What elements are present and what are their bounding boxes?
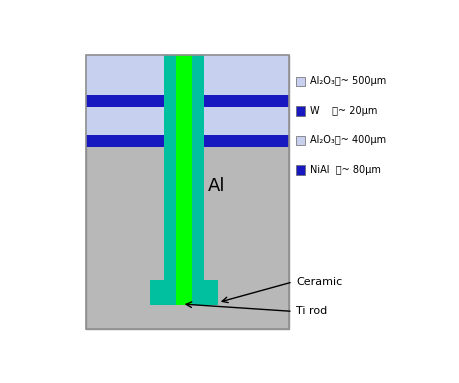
Bar [296, 165, 305, 175]
Bar [296, 106, 305, 116]
Bar [296, 77, 305, 86]
Text: W    ：~ 20μm: W ：~ 20μm [309, 106, 376, 116]
Text: Al₂O₃：~ 500μm: Al₂O₃：~ 500μm [309, 76, 385, 86]
Bar [164, 55, 203, 306]
Bar [296, 136, 305, 145]
Text: Ti rod: Ti rod [296, 306, 327, 316]
Bar [86, 95, 289, 107]
Text: Al: Al [207, 177, 224, 195]
Bar [86, 107, 289, 135]
Bar [86, 55, 289, 329]
Bar [86, 55, 289, 329]
Bar [150, 280, 218, 306]
Bar [86, 135, 289, 147]
Bar [86, 55, 289, 95]
Bar [176, 55, 191, 306]
Text: Al₂O₃：~ 400μm: Al₂O₃：~ 400μm [309, 135, 385, 145]
Text: Ceramic: Ceramic [296, 277, 342, 287]
Text: NiAl  ：~ 80μm: NiAl ：~ 80μm [309, 165, 380, 175]
